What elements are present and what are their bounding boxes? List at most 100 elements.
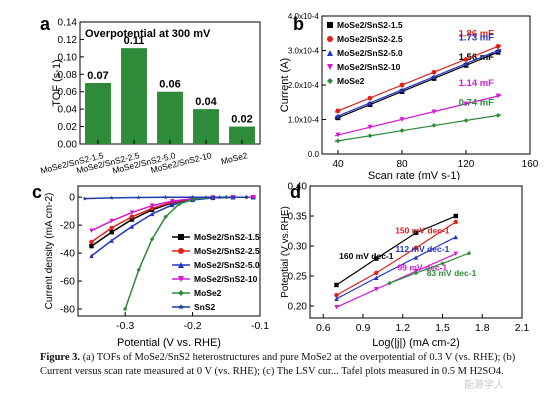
tof-bar-value-label: 0.06 <box>159 79 180 91</box>
tafel-data-point <box>466 251 472 256</box>
capacitance-legend-marker <box>327 36 333 42</box>
tafel-fit-line <box>389 252 470 284</box>
capacitance-data-point <box>367 133 373 139</box>
lsv-data-point <box>109 229 114 235</box>
capacitance-data-point <box>335 108 341 114</box>
tof-y-tick-label: 0.02 <box>58 122 78 133</box>
capacitance-legend-marker <box>327 78 333 84</box>
tafel-x-tick-label: 0.6 <box>316 322 331 334</box>
lsv-y-axis-label: Current density (mA cm-2) <box>44 193 55 310</box>
figure-caption-text: (a) TOFs of MoSe2/SnS2 heterostructures … <box>40 352 516 377</box>
capacitance-scatter-chart: b Scan rate (mV s-1) Current (A) 40 80 120… <box>280 12 539 180</box>
capacitance-x-tick-label: 80 <box>396 159 408 170</box>
tafel-data-point <box>374 287 379 292</box>
lsv-data-point <box>109 218 114 224</box>
tof-y-axis-label: TOF (s-1) <box>51 59 63 106</box>
tof-title: Overpotential at 300 mV <box>85 28 211 40</box>
tof-y-tick-label: 0.10 <box>58 52 78 63</box>
tafel-fit-line <box>336 236 457 300</box>
capacitance-data-point <box>431 74 437 80</box>
lsv-data-point <box>251 194 256 200</box>
capacitance-y-tick-label: 3.0x10-4 <box>288 47 320 56</box>
tafel-data-point <box>374 270 379 276</box>
lsv-data-point <box>109 225 114 231</box>
tof-y-tick-label: 0.12 <box>58 35 78 46</box>
tof-bar-chart: a Overpotential at 300 mV TOF (s-1) 0.00… <box>39 14 261 176</box>
tof-y-tick-label: 0.14 <box>58 18 78 29</box>
panel-c-letter: c <box>32 182 42 202</box>
tafel-data-point <box>334 296 339 301</box>
capacitance-y-tick-label: 2.0x10-4 <box>288 81 320 90</box>
capacitance-legend-marker <box>327 64 333 70</box>
watermark: 能源学人 <box>464 380 504 391</box>
lsv-legend-marker <box>178 262 184 268</box>
capacitance-data-point <box>335 132 341 138</box>
capacitance-legend-label: MoSe2/SnS2-5.0 <box>337 48 403 58</box>
lsv-legend-marker <box>178 290 184 296</box>
lsv-legend-label: MoSe2/SnS2-2.5 <box>194 246 260 256</box>
capacitance-fit-line <box>334 94 502 137</box>
lsv-data-point <box>129 224 135 229</box>
capacitance-y-tick-label: 1.0x10-4 <box>288 116 320 125</box>
tof-bar <box>121 48 147 145</box>
lsv-legend-label: MoSe2 <box>194 288 222 298</box>
tafel-data-point <box>334 293 339 298</box>
tafel-data-point <box>413 255 419 260</box>
lsv-data-point <box>89 253 94 259</box>
lsv-y-tick-label: -60 <box>60 276 75 288</box>
lsv-data-point <box>217 194 222 200</box>
tafel-scatter-chart: d Log(|j|) (mA cm-2) Potential (V vs.RHE… <box>280 182 529 350</box>
capacitance-data-point <box>335 113 341 119</box>
tafel-data-point <box>334 282 339 288</box>
capacitance-data-point <box>367 100 373 106</box>
lsv-data-point <box>190 194 195 200</box>
tafel-y-tick-label: 0.35 <box>288 212 308 223</box>
tafel-data-point <box>413 270 419 276</box>
capacitance-y-axis-label: Current (A) <box>280 58 291 112</box>
capacitance-value-label: 1.73 mF <box>459 33 495 44</box>
tafel-fit-line <box>336 215 457 286</box>
capacitance-value-label: 1.86 mF <box>459 28 495 39</box>
capacitance-data-point <box>367 95 373 101</box>
tafel-y-axis-label: Potential (V vs.RHE) <box>280 206 291 298</box>
lsv-legend-marker <box>177 303 185 310</box>
tof-bar-value-label: 0.02 <box>231 114 252 126</box>
lsv-y-tick-label: -40 <box>60 248 75 260</box>
capacitance-data-point <box>431 69 437 75</box>
tafel-data-point <box>413 245 419 250</box>
lsv-data-point <box>170 202 175 208</box>
tafel-data-point <box>387 281 392 286</box>
tafel-data-point <box>453 213 458 219</box>
capacitance-data-point <box>463 101 469 107</box>
tafel-data-point <box>374 275 379 280</box>
tafel-data-point <box>334 305 339 310</box>
tafel-slope-label: 112 mV dec-1 <box>395 244 449 254</box>
tafel-data-point <box>453 251 458 256</box>
capacitance-legend-label: MoSe2/SnS2-2.5 <box>337 34 403 44</box>
capacitance-legend-label: MoSe2/SnS2-10 <box>337 62 401 72</box>
figure-caption-label: Figure 3. <box>40 352 81 363</box>
lsv-data-point <box>136 267 141 273</box>
lsv-data-point <box>149 203 155 208</box>
lsv-legend-marker <box>178 276 184 282</box>
lsv-y-tick-label: -80 <box>60 304 75 316</box>
lsv-legend-label: MoSe2/SnS2-10 <box>194 274 258 284</box>
lsv-y-tick-label: 0 <box>69 192 75 204</box>
capacitance-fit-line <box>334 44 502 113</box>
tafel-data-point <box>413 230 419 235</box>
capacitance-data-point <box>463 61 469 67</box>
tafel-x-tick-label: 1.2 <box>395 322 410 334</box>
figure-caption: Figure 3. (a) TOFs of MoSe2/SnS2 heteros… <box>40 351 518 379</box>
capacitance-value-label: 0.74 mF <box>459 97 495 108</box>
panel-b-letter: b <box>293 14 304 34</box>
lsv-data-point <box>149 211 155 217</box>
tof-bar <box>193 109 219 144</box>
lsv-data-point <box>176 201 182 207</box>
capacitance-data-point <box>399 117 405 122</box>
capacitance-legend-marker <box>327 22 333 28</box>
lsv-data-point <box>109 195 114 200</box>
tof-bar-value-label: 0.11 <box>124 35 145 47</box>
lsv-legend-marker <box>178 248 184 254</box>
capacitance-legend-marker <box>327 50 333 56</box>
lsv-data-point <box>129 214 135 219</box>
